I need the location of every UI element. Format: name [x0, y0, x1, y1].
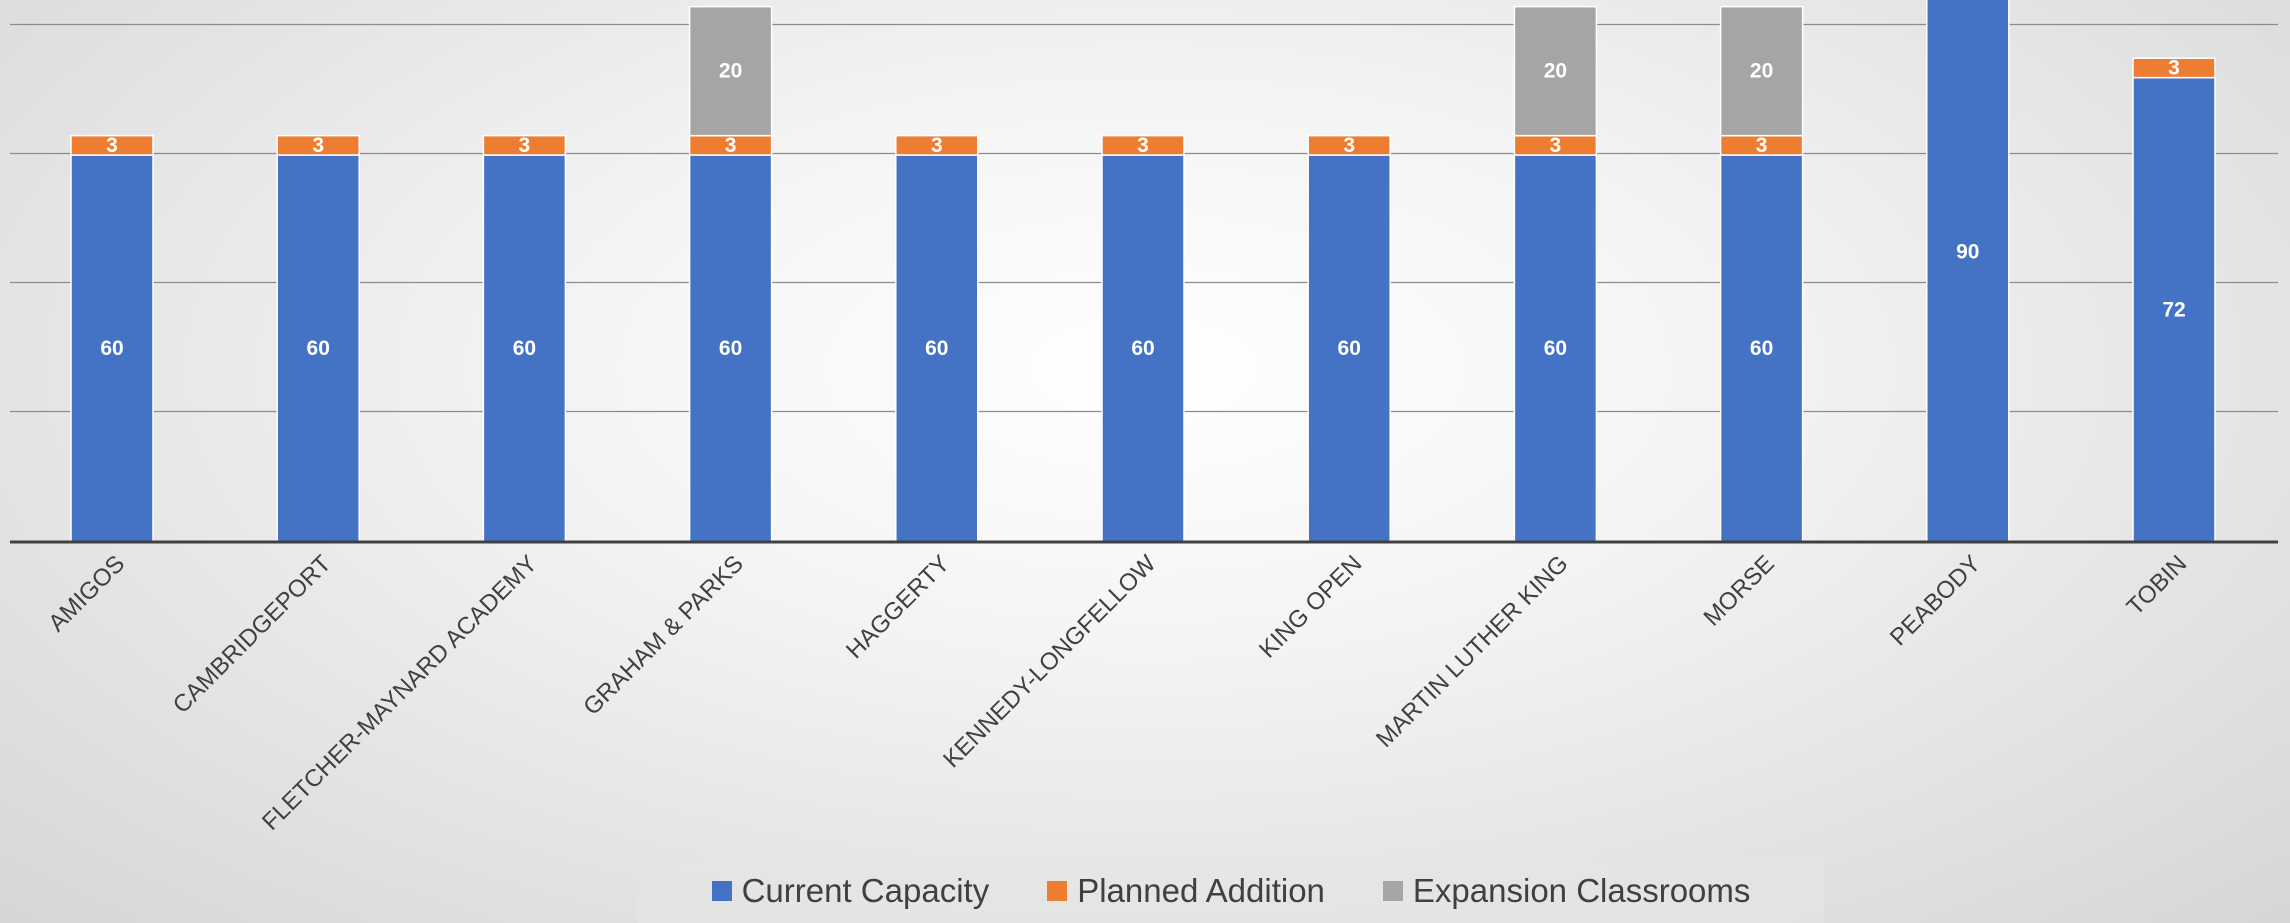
- legend-label: Current Capacity: [741, 871, 990, 909]
- bar-segment: [276, 154, 360, 543]
- data-label: 60: [513, 337, 536, 360]
- bar-segment: [1101, 134, 1185, 156]
- data-label: 3: [1137, 134, 1149, 157]
- bar-segment: [482, 134, 567, 156]
- legend-item: Expansion Classrooms: [1382, 871, 1751, 910]
- bar-segment: [276, 134, 360, 156]
- data-label: 60: [307, 337, 330, 360]
- bar-segment: [1719, 154, 1804, 543]
- data-label: 20: [1544, 60, 1567, 83]
- bar-segment: [1513, 154, 1598, 543]
- data-label: 60: [719, 337, 742, 360]
- bar-segment: [895, 134, 979, 156]
- legend-item: Current Capacity: [711, 871, 990, 910]
- category-label: KENNEDY-LONGFELLOW: [938, 550, 1161, 773]
- bar-segment: [70, 154, 154, 543]
- data-label: 60: [1131, 337, 1154, 360]
- data-label: 3: [1756, 134, 1768, 157]
- legend: Current Capacity Planned Addition Expansio…: [638, 858, 1824, 923]
- bar-segment: [688, 5, 773, 137]
- data-label: 3: [1343, 134, 1355, 157]
- legend-item: Planned Addition: [1047, 872, 1325, 910]
- category-label: MARTIN LUTHER KING: [1371, 550, 1574, 753]
- legend-swatch: [1382, 880, 1403, 901]
- legend-label: Expansion Classrooms: [1412, 871, 1751, 909]
- data-label: 3: [725, 134, 737, 157]
- bar-segment: [1926, 0, 2010, 543]
- data-label: 3: [106, 134, 118, 157]
- bar-segment: [1101, 154, 1185, 543]
- data-label: 90: [1956, 240, 1979, 263]
- data-label: 3: [931, 134, 943, 157]
- legend-label: Planned Addition: [1077, 871, 1325, 909]
- data-label: 60: [100, 337, 123, 360]
- data-label: 72: [2162, 298, 2185, 321]
- category-label: AMIGOS: [43, 550, 130, 637]
- bar-segment: [895, 154, 979, 543]
- data-label: 20: [1750, 60, 1773, 83]
- category-label: HAGGERTY: [841, 550, 955, 664]
- category-label: PEABODY: [1885, 550, 1986, 651]
- category-label: MORSE: [1699, 550, 1780, 631]
- category-label: KING OPEN: [1254, 550, 1367, 663]
- data-label: 60: [1338, 337, 1361, 360]
- data-label: 20: [719, 60, 742, 83]
- bar-segment: [1513, 5, 1598, 137]
- bar-segment: [1719, 5, 1804, 137]
- data-label: 60: [1750, 337, 1773, 360]
- bar-segment: [70, 134, 154, 156]
- data-label: 60: [925, 337, 948, 360]
- category-label: GRAHAM & PARKS: [578, 550, 749, 721]
- legend-swatch: [711, 880, 732, 901]
- bar-segment: [1307, 134, 1391, 156]
- category-label: CAMBRIDGEPORT: [168, 550, 337, 719]
- bar-segment: [2132, 57, 2216, 79]
- data-label: 3: [1550, 134, 1562, 157]
- category-label: TOBIN: [2122, 550, 2193, 621]
- bars: 60 3 60 3 60 3 60 3 20 60 3 60 3 60 3 60 3 20 60 3 20 90 72 3: [70, 0, 2216, 543]
- legend-swatch: [1047, 880, 1068, 901]
- data-label: 60: [1544, 337, 1567, 360]
- data-label: 3: [2168, 56, 2180, 79]
- data-label: 3: [519, 134, 531, 157]
- data-label: 3: [312, 134, 324, 157]
- bar-segment: [2132, 76, 2216, 543]
